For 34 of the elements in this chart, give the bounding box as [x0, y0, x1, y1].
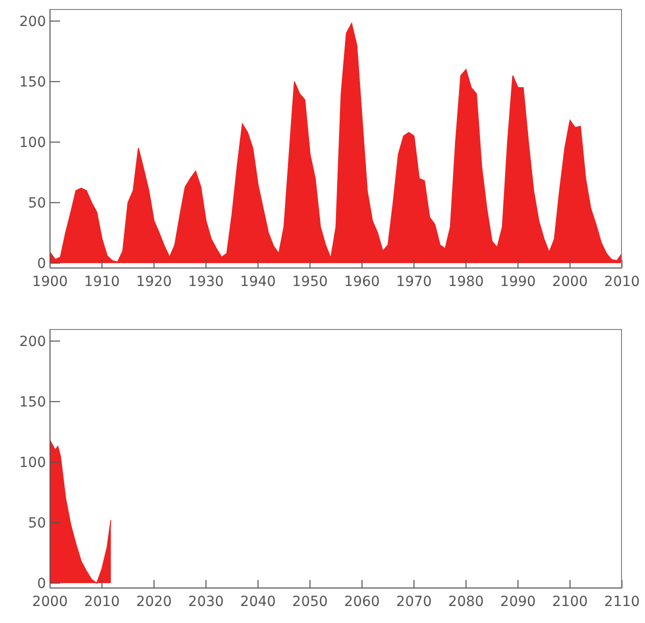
x-tick-label: 2050 [292, 594, 328, 610]
y-tick-label: 50 [28, 516, 46, 532]
y-tick-label: 100 [19, 135, 46, 152]
x-tick-label: 1940 [240, 274, 276, 290]
x-tick-label: 2000 [552, 274, 588, 290]
y-tick-label: 200 [19, 14, 46, 30]
y-tick-label: 0 [37, 576, 46, 592]
x-tick-label: 1970 [396, 274, 432, 290]
x-tick-label: 1910 [84, 274, 120, 290]
x-tick-label: 2000 [32, 594, 68, 610]
x-tick-label: 1980 [448, 274, 484, 290]
x-tick-label: 2100 [552, 594, 588, 610]
y-tick-label: 150 [19, 74, 46, 91]
x-tick-label: 2040 [240, 594, 276, 610]
y-tick-label: 150 [19, 394, 46, 411]
y-tick-label: 200 [19, 334, 46, 350]
x-tick-label: 1990 [500, 274, 536, 290]
x-tick-label: 2060 [344, 594, 380, 610]
x-tick-label: 2010 [604, 274, 640, 290]
x-tick-label: 1920 [136, 274, 172, 290]
x-tick-label: 1930 [188, 274, 224, 290]
x-tick-label: 1900 [32, 274, 68, 290]
x-tick-label: 2110 [604, 594, 640, 610]
x-tick-label: 2020 [136, 594, 172, 610]
x-tick-label: 2090 [500, 594, 536, 610]
x-tick-label: 2080 [448, 594, 484, 610]
x-tick-label: 2070 [396, 594, 432, 610]
x-tick-label: 2010 [84, 594, 120, 610]
x-tick-label: 2030 [188, 594, 224, 610]
y-tick-label: 100 [19, 455, 46, 472]
y-tick-label: 50 [28, 196, 46, 212]
x-tick-label: 1950 [292, 274, 328, 290]
x-tick-label: 1960 [344, 274, 380, 290]
y-tick-label: 0 [37, 256, 46, 272]
